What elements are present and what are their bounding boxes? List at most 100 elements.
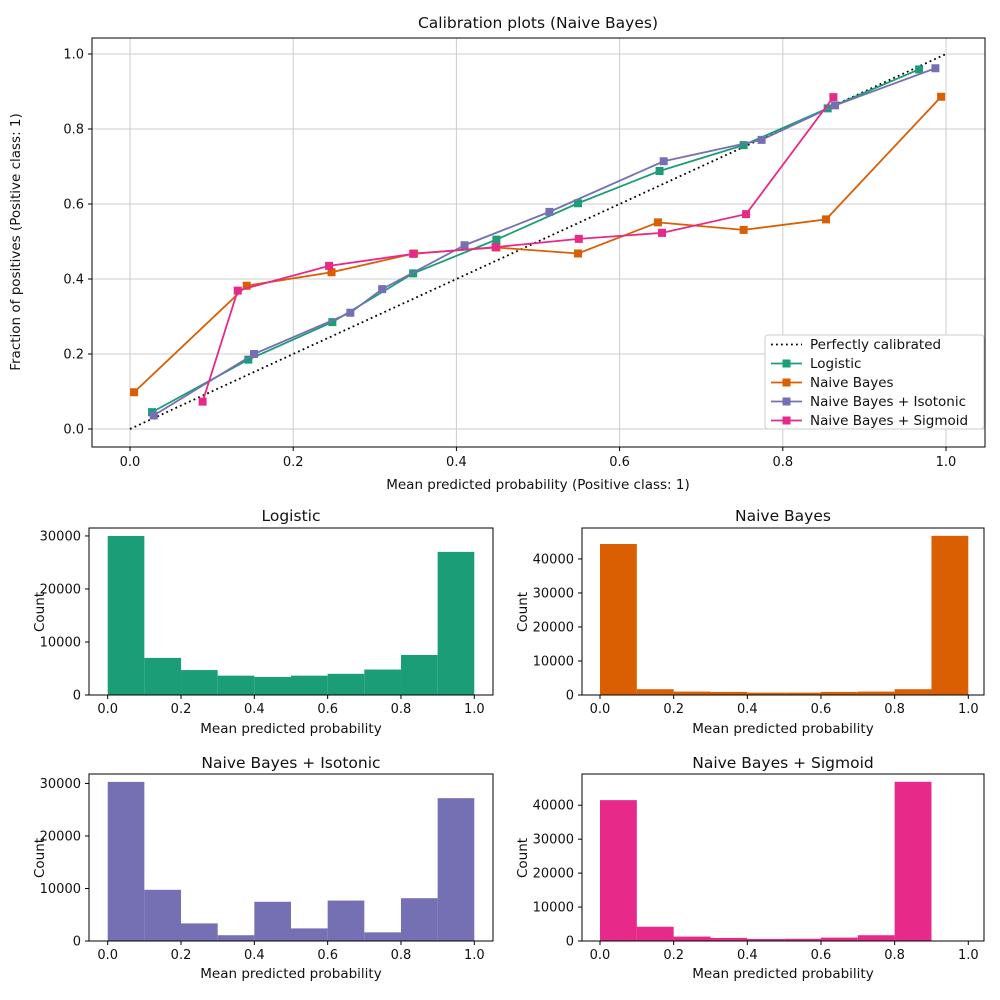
y-tick-label: 0 [566,935,574,950]
series-marker-naive-bayes-isotonic [659,157,668,166]
histogram-bar [710,691,748,695]
histogram-bar [437,798,475,941]
histogram-bar [400,654,438,695]
legend-entry-label: Logistic [810,356,861,372]
x-tick-label: 0.8 [391,948,412,963]
histogram-bar [107,781,145,941]
x-tick-label: 0.6 [317,948,338,963]
main-y-axis-label: Fraction of positives (Positive class: 1… [8,113,24,371]
x-tick-label: 0.8 [884,948,905,963]
histogram-bar [673,691,711,695]
hist-sigmoid-title: Naive Bayes + Sigmoid [692,754,874,772]
y-tick-label: 20000 [40,829,81,844]
y-tick-label: 10000 [40,882,81,897]
series-marker-logistic [492,235,501,244]
histogram-bar [600,543,637,695]
histogram-bar [673,936,711,941]
histogram-bar [636,689,674,695]
histogram-bar [400,898,438,941]
legend-sample-marker [782,416,791,425]
y-tick-label: 40000 [533,799,574,814]
x-tick-label: 0.2 [283,455,304,470]
hist-sigmoid-y-label: Count [515,838,531,878]
main-plot-title: Calibration plots (Naive Bayes) [418,14,658,32]
series-marker-naive-bayes-isotonic [460,241,469,250]
x-tick-label: 0.0 [590,702,611,717]
y-tick-label: 10000 [533,654,574,669]
series-marker-naive-bayes [653,218,662,227]
legend-sample-marker [782,359,791,368]
histogram-bar [364,669,401,695]
series-marker-naive-bayes-isotonic [250,350,259,358]
y-tick-label: 0 [566,689,574,704]
series-marker-logistic [328,318,337,327]
histogram-bar [254,676,291,695]
x-tick-label: 0.2 [663,702,684,717]
series-marker-naive-bayes-sigmoid [233,286,242,295]
y-tick-label: 30000 [40,529,81,544]
legend-box [764,334,985,430]
y-tick-label: 10000 [533,901,574,916]
legend-entry-label: Naive Bayes + Sigmoid [810,413,968,429]
hist-sigmoid-x-label: Mean predicted probability [692,966,873,982]
x-tick-label: 0.6 [811,702,832,717]
histogram-bar [291,928,328,941]
hist-isotonic-title: Naive Bayes + Isotonic [201,754,380,772]
x-tick-label: 0.0 [120,455,141,470]
series-marker-naive-bayes-sigmoid [491,243,500,252]
x-tick-label: 1.0 [464,702,485,717]
legend-entry-label: Naive Bayes + Isotonic [810,394,966,410]
histogram-bar [254,901,291,941]
x-tick-label: 0.6 [811,948,832,963]
y-tick-label: 30000 [533,833,574,848]
series-line-logistic [151,68,920,413]
y-tick-label: 0.4 [63,273,84,288]
histogram-bar [820,691,858,695]
x-tick-label: 0.4 [737,948,758,963]
series-marker-naive-bayes [130,388,139,397]
series-marker-naive-bayes [822,215,831,224]
series-marker-naive-bayes-isotonic [831,101,840,110]
histogram-bar [636,926,674,941]
histogram-bar [364,932,401,941]
series-marker-logistic [915,65,924,74]
histogram-bar [327,673,365,695]
y-tick-label: 30000 [533,586,574,601]
hist-axes-frame [581,527,985,696]
histogram-bar [181,923,218,941]
hist-axes-frame [88,527,494,696]
histogram-bar [144,657,182,695]
histogram-bar [710,937,748,941]
series-marker-naive-bayes-sigmoid [325,261,334,270]
y-tick-label: 0.0 [63,423,84,438]
hist-isotonic-x-label: Mean predicted probability [200,966,381,982]
series-marker-naive-bayes-sigmoid [742,210,751,219]
x-tick-label: 0.8 [391,702,412,717]
hist-axes-frame [581,773,985,942]
x-tick-label: 0.8 [772,455,793,470]
hist-logistic-y-label: Count [32,592,48,632]
hist-isotonic-y-label: Count [32,838,48,878]
legend-entry-label: Perfectly calibrated [810,337,941,353]
x-tick-label: 0.2 [171,948,192,963]
series-marker-naive-bayes-isotonic [149,411,158,420]
histogram-bar [181,670,218,695]
histogram-naive-bayes-isotonic: 0.0 0.2 0.4 0.6 0.8 1.0 0 10000 20000 30000 [40,773,494,963]
series-marker-naive-bayes-isotonic [931,64,940,73]
series-marker-naive-bayes-sigmoid [409,249,418,258]
histogram-bar [291,675,328,695]
x-tick-label: 0.0 [97,702,118,717]
legend-sample-marker [782,397,791,406]
x-tick-label: 0.0 [590,948,611,963]
series-marker-naive-bayes-sigmoid [198,397,207,406]
series-marker-naive-bayes-isotonic [378,285,387,294]
histogram-bar [327,900,365,941]
x-tick-label: 0.0 [97,948,118,963]
histogram-bar [437,551,475,695]
series-marker-logistic [573,199,582,208]
histogram-bar [857,691,895,695]
series-marker-logistic [244,355,253,364]
y-tick-label: 20000 [40,582,81,597]
y-tick-label: 30000 [40,777,81,792]
